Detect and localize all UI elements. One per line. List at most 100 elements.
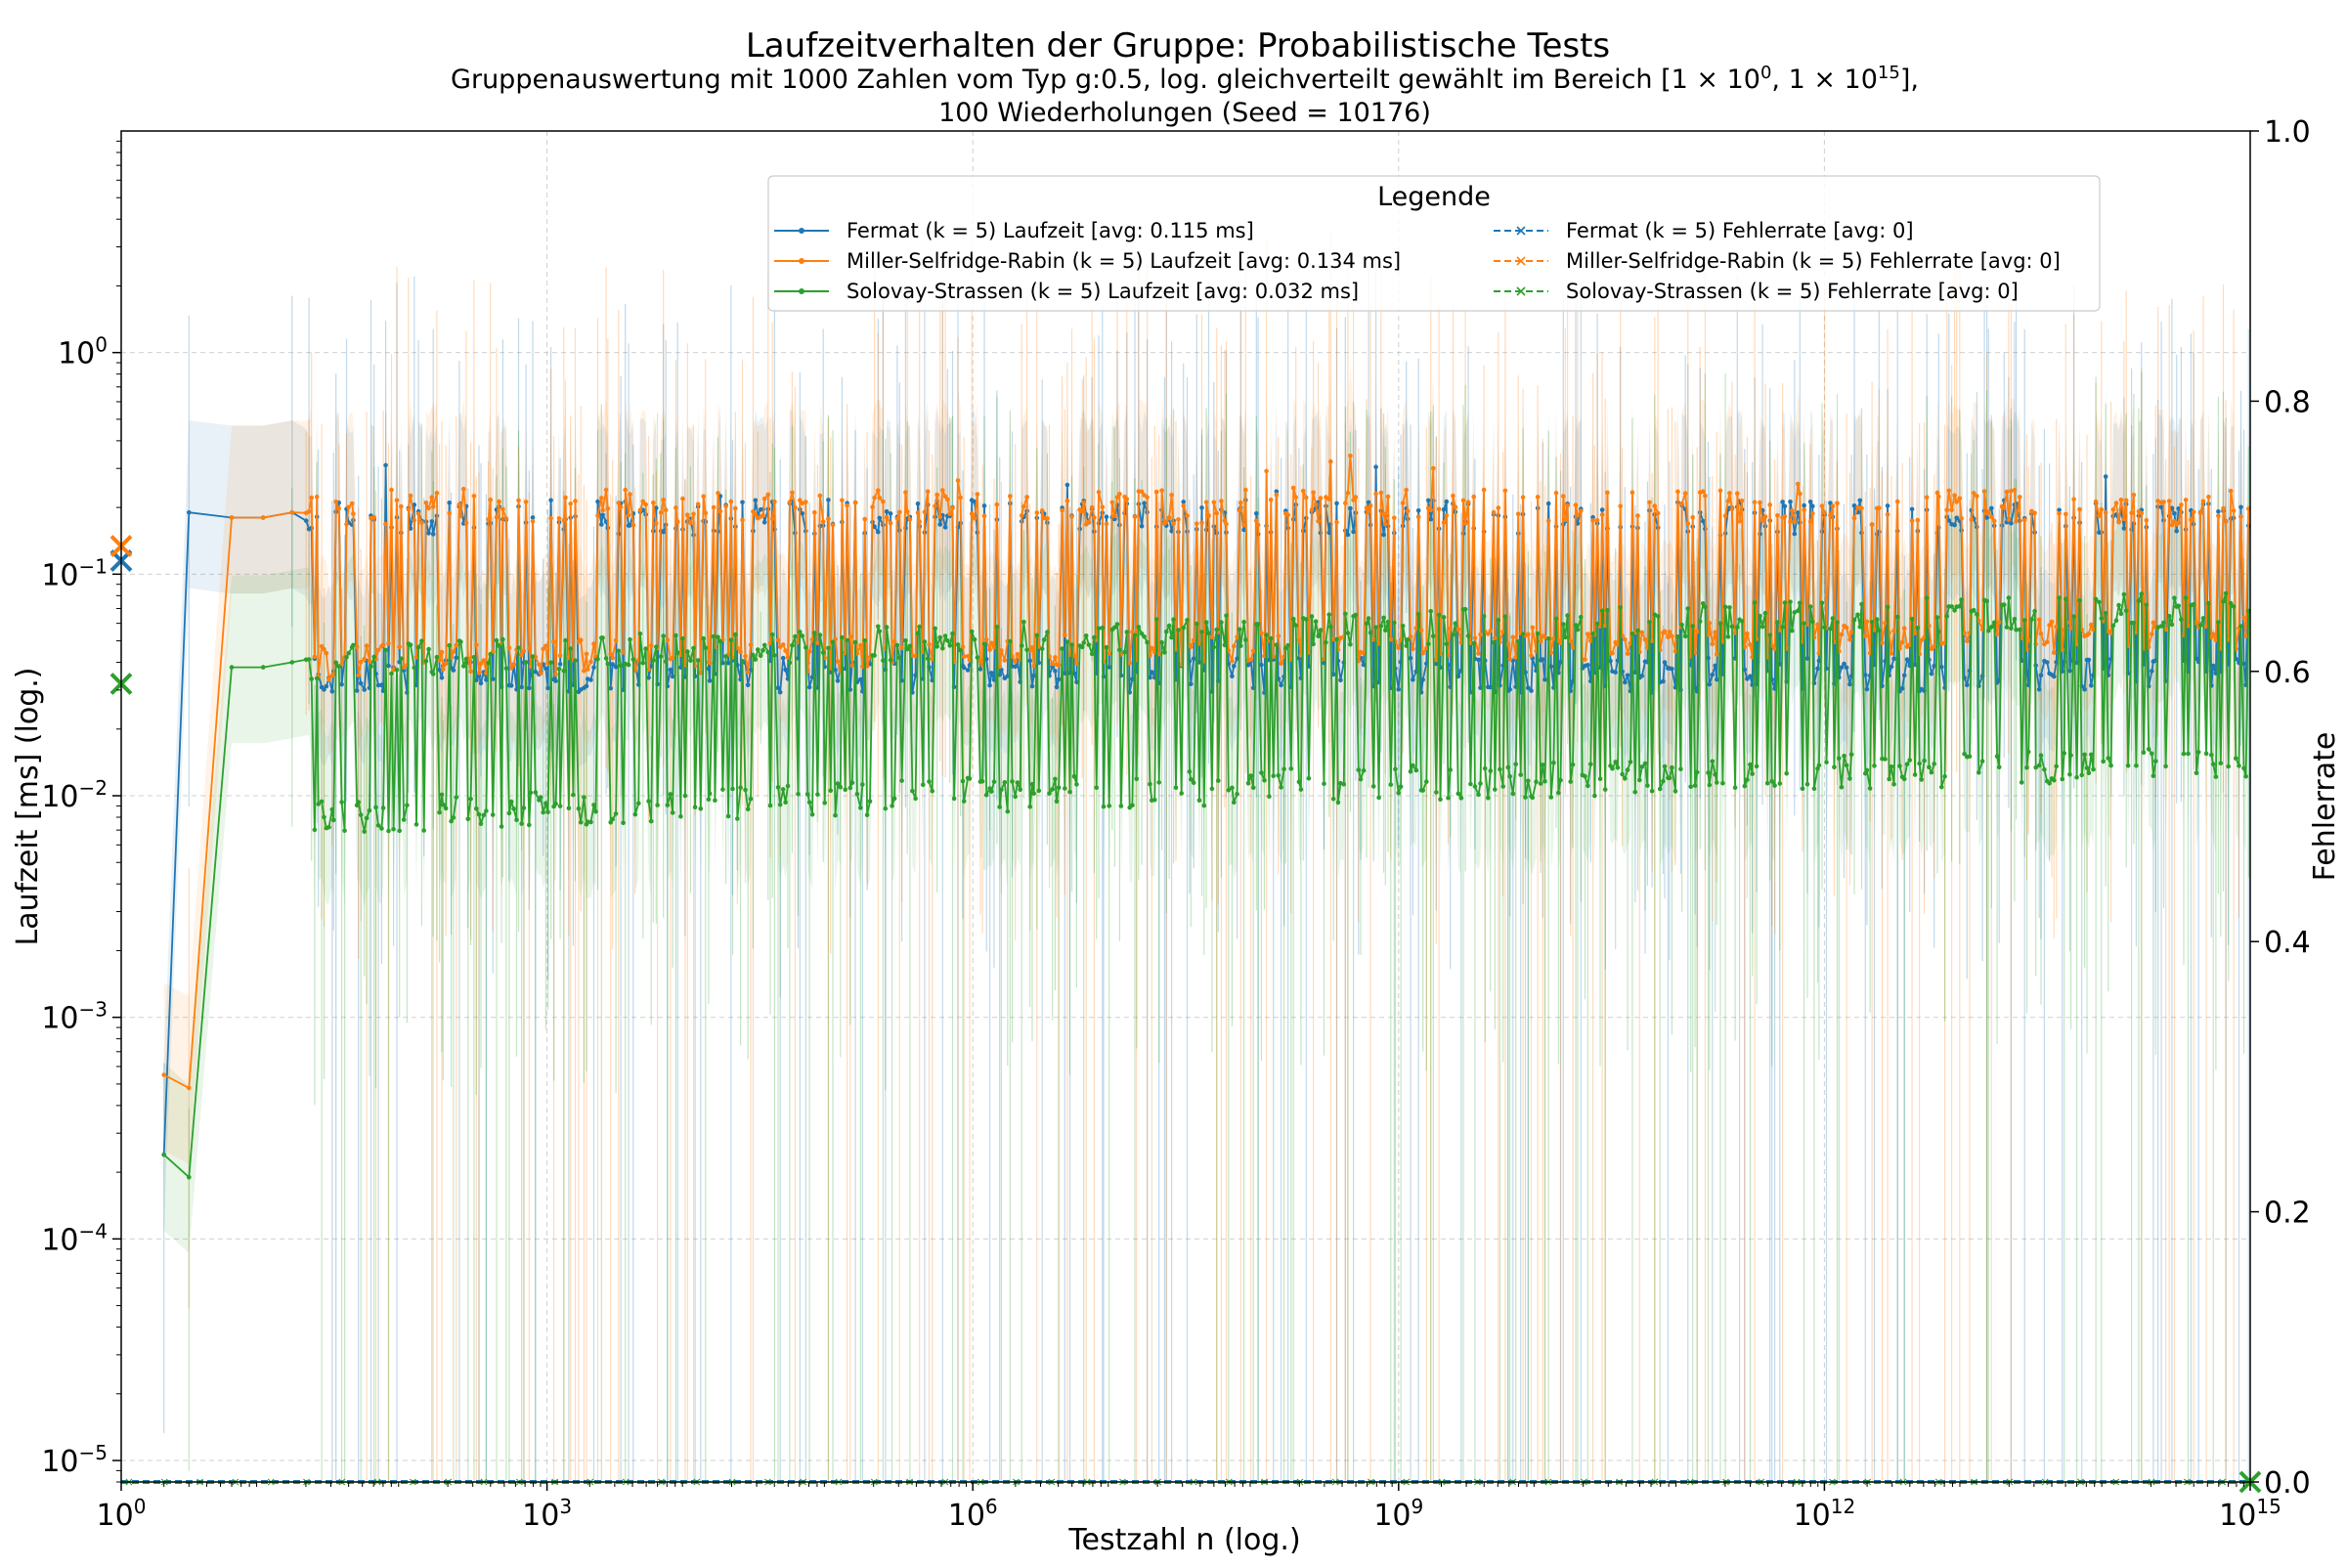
ss-point — [1649, 788, 1655, 794]
ss-point — [2234, 756, 2238, 761]
msr-point — [1232, 643, 1237, 649]
msr-point — [922, 509, 928, 515]
fermat-point — [324, 683, 329, 689]
ss-point — [1510, 791, 1516, 797]
ss-point — [1971, 607, 1977, 613]
msr-point — [1415, 514, 1421, 520]
ss-point — [862, 638, 867, 643]
subtitle-exp-2: 15 — [1878, 63, 1900, 83]
msr-point — [2123, 498, 2129, 503]
msr-point — [585, 667, 590, 672]
msr-point — [1268, 497, 1274, 502]
fermat-point — [1351, 529, 1356, 535]
msr-point — [599, 496, 604, 501]
fermat-point — [1230, 674, 1235, 679]
msr-point — [600, 507, 605, 513]
ss-point — [1136, 625, 1142, 630]
msr-point — [351, 511, 356, 516]
msr-point — [745, 670, 751, 675]
ss-point — [476, 811, 482, 817]
ss-point — [796, 792, 801, 797]
ss-point — [316, 802, 322, 806]
msr-point — [2113, 501, 2119, 505]
msr-point — [835, 659, 841, 664]
msr-point — [419, 520, 424, 526]
ss-point — [1758, 613, 1762, 619]
y2-tick-label: 0.4 — [2264, 926, 2311, 960]
ss-point — [1667, 775, 1673, 781]
ss-point — [383, 647, 388, 653]
msr-point — [1370, 636, 1376, 642]
msr-point — [1488, 629, 1494, 633]
ss-point — [1195, 621, 1199, 627]
ss-point — [845, 637, 849, 643]
msr-point — [793, 504, 798, 510]
fermat-point — [1148, 675, 1152, 680]
fermat-point — [490, 676, 496, 681]
ss-point — [1424, 779, 1429, 784]
ss-point — [711, 633, 717, 639]
msr-point — [1615, 641, 1621, 647]
ss-point — [760, 648, 765, 653]
msr-point — [2038, 631, 2044, 636]
ss-point — [1618, 605, 1623, 610]
msr-point — [543, 643, 548, 648]
ss-point — [843, 787, 847, 793]
ss-point — [600, 635, 605, 640]
ss-point — [1802, 621, 1806, 627]
ss-point — [187, 1174, 192, 1180]
ss-point — [738, 785, 743, 790]
ss-point — [989, 789, 994, 794]
ss-point — [2032, 608, 2037, 614]
msr-point — [1502, 488, 1508, 494]
fermat-point — [1426, 498, 1431, 503]
ss-points — [161, 590, 2251, 1180]
msr-point — [994, 501, 1000, 507]
ss-point — [1096, 626, 1102, 632]
msr-point — [1675, 489, 1680, 495]
fermat-point — [530, 515, 536, 520]
ss-point — [369, 664, 373, 670]
ss-point — [2191, 601, 2196, 607]
msr-point — [1431, 465, 1436, 471]
ss-point — [1597, 776, 1603, 781]
msr-point — [1326, 497, 1331, 501]
msr-point — [698, 671, 704, 675]
x-tick-base: 10 — [522, 1499, 559, 1533]
y2-tick-label: 0.8 — [2264, 385, 2311, 419]
msr-point — [1655, 510, 1661, 516]
msr-point — [2116, 520, 2121, 525]
ss-point — [1637, 777, 1642, 783]
fermat-point — [557, 662, 563, 667]
msr-point — [2097, 513, 2102, 519]
msr-point — [1145, 495, 1150, 501]
ss-point — [1491, 639, 1497, 645]
msr-point — [975, 492, 980, 497]
ss-point — [309, 676, 315, 681]
msr-point — [451, 649, 456, 655]
ss-point — [1707, 782, 1713, 788]
fermat-point — [1420, 677, 1425, 682]
ss-point — [1468, 781, 1473, 787]
msr-point — [674, 519, 680, 524]
msr-point — [1717, 488, 1723, 494]
msr-point — [780, 642, 786, 647]
ss-point — [1262, 778, 1267, 783]
ss-point — [2033, 764, 2038, 770]
msr-point — [2121, 516, 2127, 522]
msr-point — [913, 653, 918, 659]
msr-point — [2166, 499, 2172, 503]
ss-point — [646, 799, 651, 804]
fermat-point — [877, 515, 883, 521]
ss-point — [1944, 614, 1949, 619]
fermat-point — [1548, 664, 1554, 669]
msr-point — [1859, 505, 1864, 511]
ss-point — [1400, 624, 1406, 629]
ss-point — [541, 809, 545, 815]
msr-point — [1064, 498, 1070, 503]
ss-point — [413, 822, 419, 827]
msr-point — [772, 499, 777, 504]
ss-point — [1891, 782, 1896, 787]
msr-point — [429, 495, 435, 501]
fermat-point — [1334, 501, 1339, 506]
